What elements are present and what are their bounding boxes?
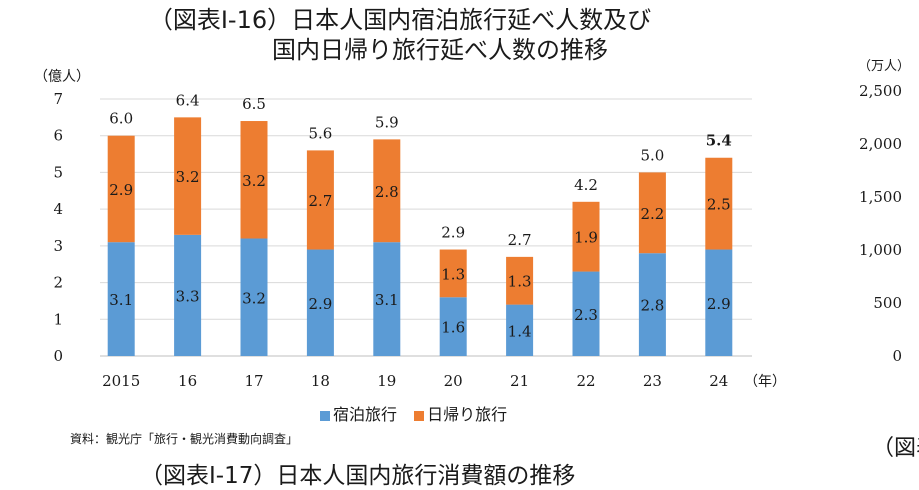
data-label-stay: 3.3 <box>176 287 200 305</box>
data-label-day: 2.9 <box>109 181 133 199</box>
data-label-total: 6.4 <box>176 91 200 109</box>
legend-item-day: 日帰り旅行 <box>414 405 507 424</box>
data-label-total: 6.0 <box>109 110 133 128</box>
x-tick-label: 21 <box>510 372 529 390</box>
data-label-stay: 1.6 <box>441 319 465 337</box>
data-label-day: 1.9 <box>574 229 598 247</box>
legend-item-stay: 宿泊旅行 <box>320 405 402 424</box>
legend-swatch-day <box>414 410 425 421</box>
y-tick-label: 3 <box>53 237 63 255</box>
x-tick-label: 23 <box>643 372 662 390</box>
right-chart-y-tick-label: 2,000 <box>859 135 902 153</box>
y-tick-label: 7 <box>53 90 63 108</box>
data-label-day: 1.3 <box>508 273 532 291</box>
y-tick-label: 0 <box>53 347 63 365</box>
data-label-day: 2.8 <box>375 183 399 201</box>
y-tick-label: 4 <box>53 200 63 218</box>
data-label-day: 3.2 <box>176 168 200 186</box>
data-label-stay: 3.1 <box>109 291 133 309</box>
chart-title-line2: 国内日帰り旅行延べ人数の推移 <box>272 36 608 64</box>
y-tick-label: 6 <box>53 127 63 145</box>
bar-day <box>572 201 600 272</box>
bar-stay <box>572 271 600 356</box>
y-axis-unit: （億人） <box>34 69 90 85</box>
x-tick-label: 2015 <box>102 372 140 390</box>
data-label-total: 5.9 <box>375 113 399 131</box>
bar-stay <box>107 242 135 356</box>
bar-stay <box>306 249 334 356</box>
data-label-day: 1.3 <box>441 265 465 283</box>
right-chart-y-unit: （万人） <box>858 59 911 74</box>
x-tick-label: 24 <box>709 372 728 390</box>
bar-stay <box>705 249 733 356</box>
bar-stay <box>638 253 666 356</box>
y-tick-label: 1 <box>53 310 63 328</box>
bar-day <box>439 249 467 298</box>
data-label-stay: 2.8 <box>640 297 664 315</box>
data-label-total: 2.7 <box>508 231 532 249</box>
legend-label-day: 日帰り旅行 <box>427 405 508 424</box>
bar-day <box>506 256 534 305</box>
bar-day <box>373 139 401 243</box>
bar-day <box>240 121 268 239</box>
y-tick-label: 2 <box>53 274 63 292</box>
x-tick-label: 20 <box>444 372 463 390</box>
data-label-total: 5.4 <box>706 132 732 150</box>
right-chart-y-tick-label: 500 <box>873 294 902 312</box>
legend-swatch-stay <box>320 410 330 421</box>
chart-title-line1: （図表Ⅰ-16）日本人国内宿泊旅行延べ人数及び <box>148 6 652 34</box>
data-label-stay: 1.4 <box>508 322 532 340</box>
data-label-stay: 2.9 <box>308 295 332 313</box>
data-label-stay: 3.1 <box>375 291 399 309</box>
x-tick-label: 16 <box>178 372 197 390</box>
bar-day <box>705 157 733 250</box>
data-label-stay: 2.9 <box>707 295 731 313</box>
data-label-total: 4.2 <box>574 176 598 194</box>
x-tick-label: 22 <box>576 372 595 390</box>
x-axis-unit: （年） <box>744 374 786 390</box>
right-chart-y-tick-label: 1,500 <box>859 188 902 206</box>
bar-day <box>174 117 202 235</box>
x-tick-label: 17 <box>244 372 263 390</box>
legend-label-stay: 宿泊旅行 <box>333 405 398 424</box>
chart-legend: 宿泊旅行 日帰り旅行 <box>320 401 519 425</box>
right-figure-title-fragment: （図表 <box>872 436 919 461</box>
data-label-stay: 2.3 <box>574 306 598 324</box>
bar-stay <box>174 234 202 356</box>
next-figure-title: （図表Ⅰ-17）日本人国内旅行消費額の推移 <box>140 463 576 489</box>
data-label-total: 5.6 <box>308 124 332 142</box>
data-label-day: 3.2 <box>242 172 266 190</box>
bar-day <box>638 172 666 254</box>
x-tick-label: 19 <box>377 372 396 390</box>
data-label-day: 2.5 <box>707 196 731 214</box>
source-note: 資料：観光庁「旅行・観光消費動向調査」 <box>70 432 299 446</box>
bar-day <box>107 135 135 243</box>
right-chart-y-tick-label: 1,000 <box>859 241 902 259</box>
right-chart-y-tick-label: 0 <box>892 347 902 365</box>
data-label-day: 2.7 <box>308 192 332 210</box>
bar-stay <box>506 304 534 356</box>
data-label-total: 6.5 <box>242 95 266 113</box>
data-label-total: 5.0 <box>640 146 664 164</box>
bar-day <box>306 150 334 250</box>
data-label-day: 2.2 <box>640 205 664 223</box>
data-label-stay: 3.2 <box>242 289 266 307</box>
right-chart-y-tick-label: 2,500 <box>859 82 902 100</box>
bar-stay <box>373 242 401 356</box>
y-tick-label: 5 <box>53 163 63 181</box>
data-label-total: 2.9 <box>441 224 465 242</box>
bar-stay <box>240 238 268 356</box>
bar-stay <box>439 297 467 356</box>
x-tick-label: 18 <box>311 372 330 390</box>
